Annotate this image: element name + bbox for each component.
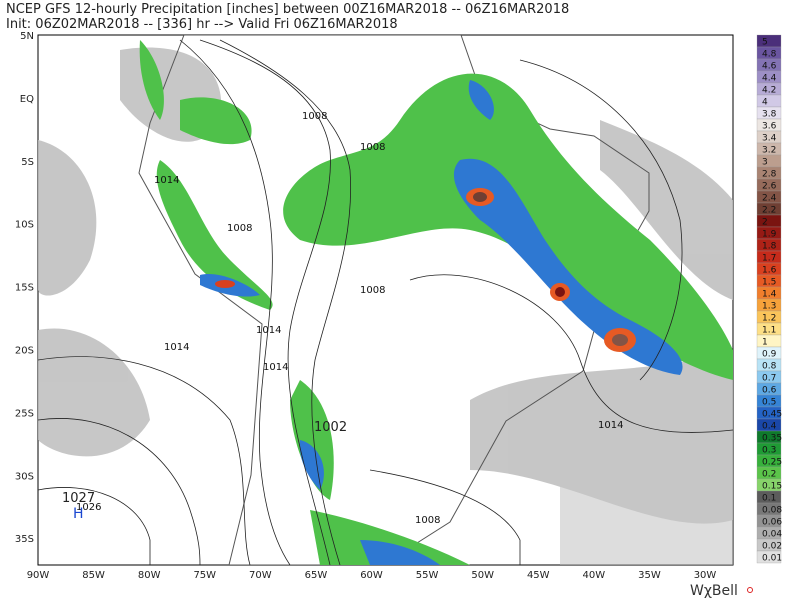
colorbar-label: 0.3 (762, 446, 776, 456)
isobar-label: 1014 (164, 342, 189, 353)
colorbar-label: 0.06 (762, 518, 782, 528)
colorbar-label: 3 (762, 158, 768, 168)
isobar-label: 1008 (360, 142, 385, 153)
colorbar-label: 3.4 (762, 134, 777, 144)
colorbar-label: 0.15 (762, 482, 782, 492)
isobar-label: 1014 (598, 420, 623, 431)
longitude-label: 90W (27, 570, 50, 581)
isobar-label: 1014 (263, 362, 288, 373)
colorbar-label: 4.4 (762, 74, 777, 84)
latitude-label: 5S (21, 157, 34, 168)
colorbar-label: 0.9 (762, 350, 777, 360)
colorbar-label: 4.6 (762, 62, 777, 72)
colorbar-label: 0.45 (762, 410, 782, 420)
colorbar-label: 0.04 (762, 530, 782, 540)
colorbar-swatch (756, 154, 782, 168)
colorbar-label: 1.2 (762, 314, 776, 324)
colorbar-swatch (756, 34, 782, 48)
latitude-label: 5N (20, 31, 34, 42)
longitude-label: 55W (416, 570, 439, 581)
colorbar-label: 0.8 (762, 362, 777, 372)
colorbar-label: 1 (762, 338, 768, 348)
longitude-label: 45W (527, 570, 550, 581)
colorbar-label: 4 (762, 98, 768, 108)
longitude-label: 80W (138, 570, 161, 581)
latitude-label: EQ (20, 94, 34, 105)
colorbar-label: 1.6 (762, 266, 777, 276)
latitude-label: 15S (15, 283, 34, 294)
longitude-label: 35W (638, 570, 661, 581)
longitude-label: 60W (360, 570, 383, 581)
intense-precip (215, 188, 636, 352)
latitude-label: 10S (15, 220, 34, 231)
isobar-lines (38, 39, 733, 565)
isobar-label: 1026 (76, 502, 101, 513)
longitude-label: 70W (249, 570, 272, 581)
high-pressure-value: 1027 (62, 491, 95, 506)
longitude-label: 50W (471, 570, 494, 581)
colorbar-label: 3.2 (762, 146, 776, 156)
colorbar-swatch (756, 550, 782, 564)
colorbar-label: 3.6 (762, 122, 777, 132)
colorbar-label: 2.4 (762, 194, 777, 204)
colorbar-label: 2.6 (762, 182, 777, 192)
colorbar-label: 2.2 (762, 206, 776, 216)
isobar-label: 1008 (360, 285, 385, 296)
colorbar-label: 0.4 (762, 422, 777, 432)
latitude-label: 35S (15, 534, 34, 545)
latitude-label: 20S (15, 346, 34, 357)
colorbar-label: 1.4 (762, 290, 777, 300)
colorbar-label: 2.8 (762, 170, 777, 180)
isobar-label: 1008 (302, 111, 327, 122)
logo: WχBell (690, 583, 738, 599)
colorbar-label: 0.35 (762, 434, 782, 444)
isobar-label: 1014 (154, 175, 179, 186)
low-pressure-label: 1002 (314, 420, 347, 435)
high-pressure-symbol: H (73, 506, 84, 522)
longitude-label: 40W (583, 570, 606, 581)
colorbar-label: 0.08 (762, 506, 782, 516)
map-content: 1008 1008 1014 1008 1008 1014 1014 1014 … (38, 35, 733, 565)
colorbar-label: 4.8 (762, 50, 777, 60)
colorbar-label: 0.1 (762, 494, 776, 504)
colorbar-label: 1.8 (762, 242, 777, 252)
colorbar-label: 5 (762, 38, 768, 48)
colorbar-label: 0.7 (762, 374, 776, 384)
isobar-label: 1014 (256, 325, 281, 336)
title-line-2: Init: 06Z02MAR2018 -- [336] hr --> Valid… (6, 17, 398, 32)
longitude-label: 30W (694, 570, 717, 581)
colorbar-label: 1.9 (762, 230, 777, 240)
colorbar-label: 0.6 (762, 386, 777, 396)
longitude-label: 65W (305, 570, 328, 581)
latitude-label: 25S (15, 408, 34, 419)
logo-dot (747, 587, 753, 593)
isobar-label: 1008 (415, 515, 440, 526)
colorbar-label: 2 (762, 218, 768, 228)
colorbar-label: 1.5 (762, 278, 776, 288)
title-line-1: NCEP GFS 12-hourly Precipitation [inches… (6, 2, 569, 17)
colorbar-label: 0.2 (762, 470, 776, 480)
colorbar-label: 1.3 (762, 302, 776, 312)
colorbar-label: 3.8 (762, 110, 777, 120)
longitude-label: 85W (82, 570, 105, 581)
colorbar-label: 0.01 (762, 554, 782, 564)
colorbar-swatch (756, 214, 782, 228)
colorbar-swatch (756, 334, 782, 348)
latitude-label: 30S (15, 471, 34, 482)
colorbar-label: 0.5 (762, 398, 776, 408)
colorbar-label: 1.1 (762, 326, 776, 336)
colorbar-swatch (756, 94, 782, 108)
isobar-label: 1008 (227, 223, 252, 234)
longitude-label: 75W (193, 570, 216, 581)
colorbar-label: 4.2 (762, 86, 776, 96)
colorbar-label: 0.02 (762, 542, 782, 552)
colorbar-label: 0.25 (762, 458, 782, 468)
colorbar-label: 1.7 (762, 254, 776, 264)
